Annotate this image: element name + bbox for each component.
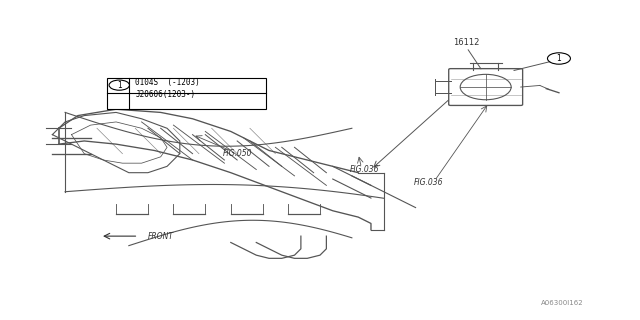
Text: 1: 1 — [117, 81, 122, 90]
FancyBboxPatch shape — [106, 77, 266, 109]
Text: A06300I162: A06300I162 — [541, 300, 584, 306]
Text: 1: 1 — [557, 54, 561, 63]
Text: FIG.036: FIG.036 — [413, 178, 443, 187]
Text: J20606(1203-): J20606(1203-) — [135, 90, 195, 99]
Text: FIG.036: FIG.036 — [350, 165, 380, 174]
Text: FRONT: FRONT — [148, 232, 174, 241]
Text: FIG.050: FIG.050 — [223, 149, 252, 158]
Text: 16112: 16112 — [453, 38, 480, 47]
Text: 0104S  (-1203): 0104S (-1203) — [135, 78, 200, 87]
